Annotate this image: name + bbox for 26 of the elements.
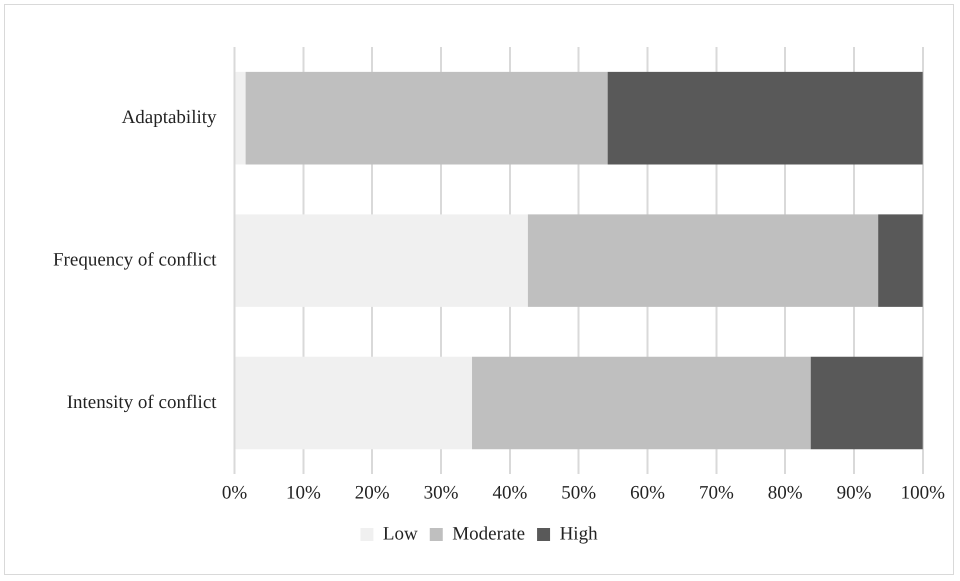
legend-label: Moderate [452, 523, 526, 544]
x-tick-label: 50% [561, 482, 596, 504]
x-tick-label: 10% [286, 482, 321, 504]
bar [246, 72, 608, 164]
legend-label: High [560, 523, 598, 544]
bar [236, 356, 472, 450]
x-tick-label: 0% [222, 482, 248, 504]
y-tick-label: Adaptability [122, 107, 218, 128]
x-tick-label: 60% [630, 482, 666, 504]
bar [878, 214, 923, 307]
x-tick-label: 30% [424, 482, 459, 504]
bar [472, 356, 811, 450]
x-tick-label: 70% [698, 482, 734, 504]
x-tick-label: 40% [492, 482, 528, 504]
x-tick-label: 20% [354, 482, 390, 504]
x-tick-label: 100% [900, 482, 946, 504]
x-tick-label: 80% [768, 482, 803, 504]
bar [236, 214, 528, 307]
bar [810, 356, 923, 450]
bar [608, 72, 923, 164]
bar [236, 72, 246, 164]
y-tick-label: Intensity of conflict [66, 392, 218, 413]
x-tick-label: 90% [836, 482, 872, 504]
bar [528, 214, 878, 307]
legend-label: Low [382, 523, 418, 544]
y-tick-label: Frequency of conflict [52, 250, 218, 271]
